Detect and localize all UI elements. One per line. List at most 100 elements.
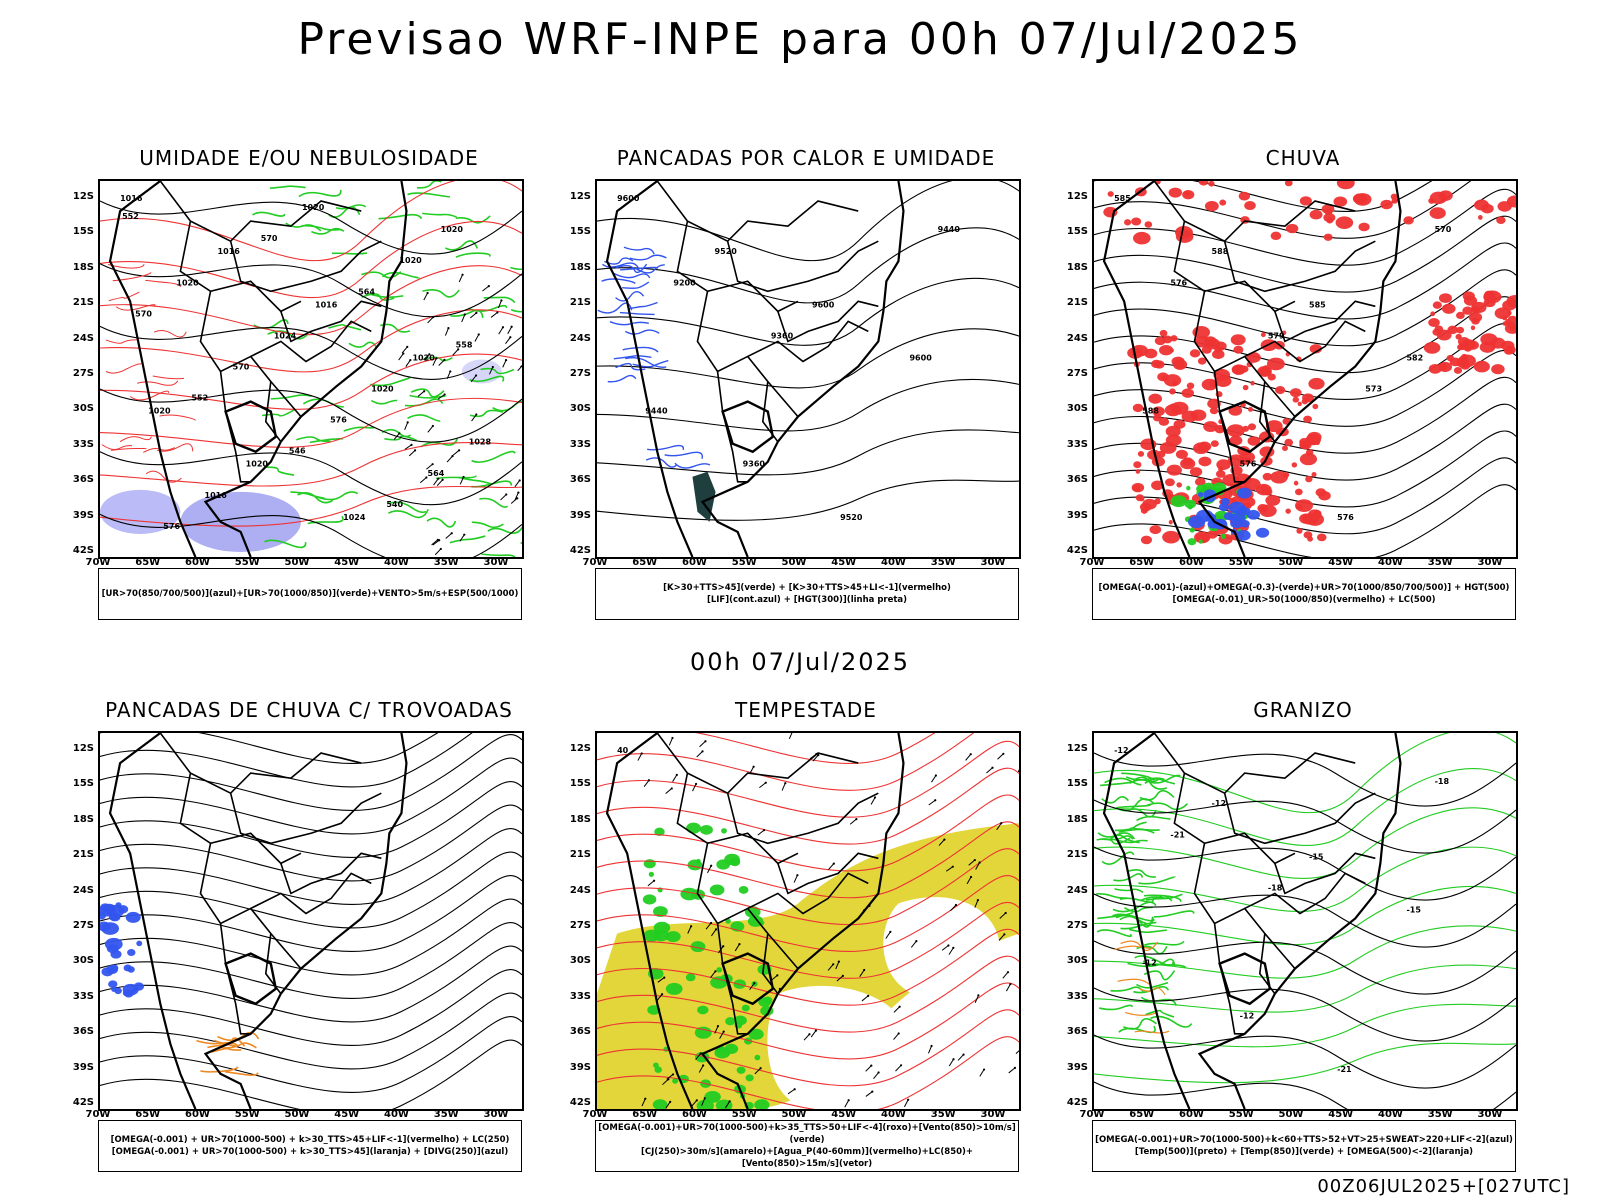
pancadas-calor-lat-label: 36S [569, 474, 591, 486]
chuva-legend-line: [OMEGA(-0.01)_UR>50(1000/850)(vermelho) … [1172, 595, 1436, 605]
tempestade-contour-label: 40 [617, 746, 629, 755]
chuva-legend-line: [OMEGA(-0.001)-(azul)+OMEGA(-0.3)-(verde… [1098, 583, 1510, 593]
umidade-lat-label: 21S [72, 297, 94, 309]
pancadas-calor-contour-label: 9440 [645, 407, 668, 416]
trovoadas-legend-line: [OMEGA(-0.001) + UR>70(1000-500) + k>30_… [110, 1135, 510, 1145]
chuva-lon-label: 70W [1079, 557, 1105, 568]
umidade-lon-label: 70W [85, 557, 111, 568]
chuva-lat-label: 18S [1066, 261, 1088, 273]
chuva-lat-label: 24S [1066, 332, 1088, 344]
umidade-contour-label: 1020 [412, 353, 435, 362]
granizo-contour-label: -12 [1114, 746, 1128, 755]
granizo-contour-label: -18 [1435, 777, 1450, 786]
chuva-contour-label: 576 [1170, 278, 1187, 287]
granizo-lat-label: 12S [1066, 743, 1088, 754]
tempestade-lon-label: 65W [632, 1109, 658, 1120]
tempestade-legend-line: [CJ(250)>30m/s](amarelo)+[Agua_P(40-60mm… [640, 1147, 974, 1169]
tempestade-lat-label: 36S [569, 1026, 591, 1038]
pancadas-calor-lat-label: 39S [569, 509, 591, 521]
umidade-contour-label: 1016 [120, 194, 143, 203]
granizo-lon-label: 45W [1328, 1109, 1354, 1120]
chuva-lon-label: 60W [1179, 557, 1204, 568]
umidade-map: 1016 1016 1016 1020 1020 1020 1024 1020 1020 1024… [98, 179, 524, 559]
chuva-lat-label: 15S [1066, 226, 1088, 238]
umidade-contour-label: 1020 [246, 460, 269, 469]
granizo-contour-label: -12 [1240, 1012, 1254, 1021]
umidade-lon-label: 30W [483, 557, 509, 568]
tempestade-lat-label: 30S [569, 955, 591, 967]
chuva-lat-label: 27S [1066, 368, 1088, 379]
pancadas-calor-lon-label: 30W [980, 557, 1006, 568]
pancadas-calor-contour-label: 9200 [673, 278, 696, 287]
pancadas-calor-lon-label: 70W [582, 557, 608, 568]
granizo-contour-label: -15 [1406, 905, 1421, 914]
umidade-contour-label: 570 [233, 363, 250, 372]
umidade-lon-label: 35W [433, 557, 459, 568]
granizo-lat-label: 21S [1066, 849, 1088, 861]
umidade-lat-label: 30S [72, 403, 94, 415]
umidade-contour-label: 1016 [204, 491, 227, 500]
chuva-lat-label: 30S [1066, 403, 1088, 415]
trovoadas-panel-title: PANCADAS DE CHUVA C/ TROVOADAS [105, 698, 513, 722]
granizo-map: -12 -12 -15 -15 -12 -12 -21 -18 -21 -18 [1092, 731, 1518, 1111]
trovoadas-lat-label: 12S [72, 743, 94, 754]
chuva-contour-label: 570 [1435, 225, 1452, 234]
umidade-lat-label: 36S [72, 474, 94, 486]
chuva-lat-label: 12S [1066, 191, 1088, 202]
tempestade-lon-label: 45W [831, 1109, 857, 1120]
pancadas-calor-contour-label: 9600 [909, 353, 932, 362]
umidade-lon-label: 40W [384, 557, 409, 568]
tempestade-lat-label: 42S [569, 1097, 591, 1108]
trovoadas-lon-label: 70W [85, 1109, 111, 1120]
granizo-panel-title: GRANIZO [1253, 698, 1353, 722]
tempestade-lon-label: 55W [731, 1109, 757, 1120]
umidade-contour-label: 552 [191, 394, 208, 403]
pancadas-calor-lon-label: 55W [731, 557, 757, 568]
granizo-lon-label: 40W [1378, 1109, 1403, 1120]
granizo-lat-label: 39S [1066, 1061, 1088, 1073]
pancadas-calor-contour-label: 9520 [840, 513, 863, 522]
chuva-legend: [OMEGA(-0.001)-(azul)+OMEGA(-0.3)-(verde… [1092, 568, 1516, 620]
trovoadas-lon-label: 60W [185, 1109, 210, 1120]
chuva-map: 585 588 585 582 588 576 576 570 576 579 573 [1092, 179, 1518, 559]
umidade-contour-label: 1024 [274, 331, 297, 340]
umidade-contour-label: 1020 [441, 225, 464, 234]
chuva-contour-label: 579 [1268, 331, 1285, 340]
umidade-contour-label: 1020 [176, 278, 199, 287]
granizo-legend-line: [Temp(500)](preto) + [Temp(850)](verde) … [1134, 1147, 1474, 1157]
chuva-lon-label: 55W [1228, 557, 1254, 568]
umidade-contour-label: 570 [135, 309, 152, 318]
pancadas-calor-legend-line: [LIF](cont.azul) + [HGT(300)](linha pret… [706, 595, 908, 605]
umidade-lat-label: 27S [72, 368, 94, 379]
granizo-lat-label: 30S [1066, 955, 1088, 967]
granizo-lat-label: 42S [1066, 1097, 1088, 1108]
umidade-contour-label: 1016 [218, 247, 241, 256]
tempestade-lon-label: 35W [930, 1109, 956, 1120]
trovoadas-lat-label: 24S [72, 884, 94, 896]
chuva-contour-label: 576 [1240, 460, 1257, 469]
umidade-lat-label: 18S [72, 261, 94, 273]
granizo-lon-label: 65W [1129, 1109, 1155, 1120]
pancadas-calor-panel-title: PANCADAS POR CALOR E UMIDADE [616, 146, 996, 170]
trovoadas-lat-label: 21S [72, 849, 94, 861]
chuva-lon-label: 30W [1477, 557, 1503, 568]
pancadas-calor-contour-label: 9360 [771, 331, 794, 340]
chuva-lat-label: 42S [1066, 545, 1088, 556]
umidade-lat-label: 33S [72, 438, 94, 450]
granizo-legend-line: [OMEGA(-0.001)+UR>70(1000-500)+k<60+TTS>… [1095, 1135, 1513, 1145]
chuva-lon-label: 50W [1278, 557, 1304, 568]
umidade-contour-label: 552 [122, 212, 139, 221]
pancadas-calor-lat-label: 42S [569, 545, 591, 556]
umidade-contour-label: 1028 [469, 438, 492, 447]
pancadas-calor-lon-label: 35W [930, 557, 956, 568]
granizo-lon-label: 55W [1228, 1109, 1254, 1120]
tempestade-lat-label: 27S [569, 920, 591, 931]
granizo-contour-label: -12 [1142, 959, 1156, 968]
granizo-contour-label: -18 [1268, 883, 1283, 892]
pancadas-calor-lat-label: 15S [569, 226, 591, 238]
trovoadas-lon-label: 35W [433, 1109, 459, 1120]
umidade-contour-label: 576 [330, 416, 347, 425]
granizo-lat-label: 15S [1066, 778, 1088, 790]
granizo-lat-label: 33S [1066, 990, 1088, 1002]
chuva-lat-label: 39S [1066, 509, 1088, 521]
